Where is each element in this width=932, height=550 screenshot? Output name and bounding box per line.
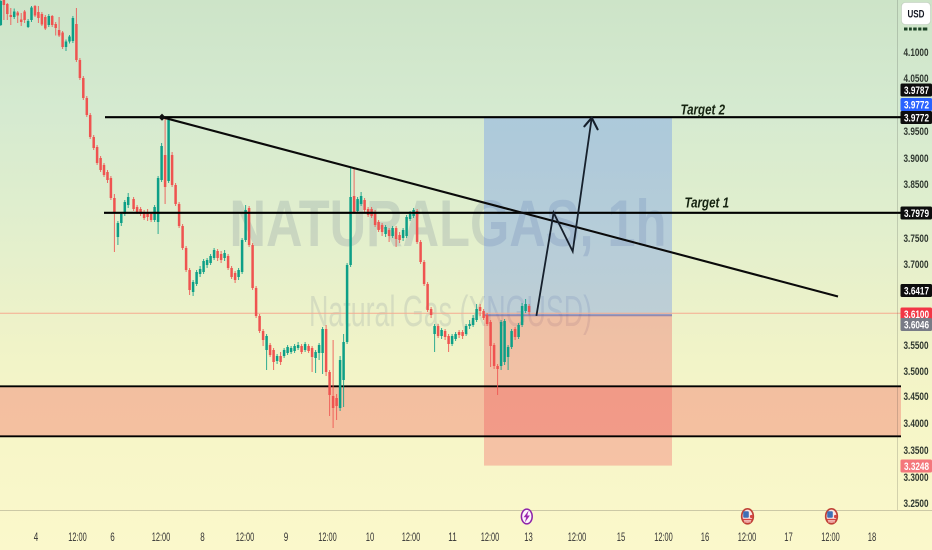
svg-text:NATURALGAS, 1h: NATURALGAS, 1h (230, 186, 667, 260)
svg-text:Target 2: Target 2 (681, 101, 726, 118)
svg-text:9: 9 (284, 530, 289, 544)
svg-text:12:00: 12:00 (481, 530, 500, 544)
svg-text:12:00: 12:00 (68, 530, 87, 544)
svg-text:USD: USD (908, 9, 925, 21)
svg-text:12:00: 12:00 (821, 530, 840, 544)
svg-text:8: 8 (200, 530, 205, 544)
svg-text:Natural Gas (XNGUSD): Natural Gas (XNGUSD) (309, 287, 592, 336)
svg-text:12:00: 12:00 (568, 530, 587, 544)
svg-text:3.9000: 3.9000 (904, 153, 929, 165)
svg-text:4.0500: 4.0500 (904, 73, 929, 85)
svg-text:3.2500: 3.2500 (904, 498, 929, 510)
svg-text:12:00: 12:00 (318, 530, 337, 544)
svg-text:Target 1: Target 1 (685, 194, 730, 211)
svg-text:12:00: 12:00 (738, 530, 757, 544)
svg-text:18: 18 (868, 530, 877, 544)
svg-text:3.7000: 3.7000 (904, 259, 929, 271)
svg-text:4: 4 (34, 530, 39, 544)
svg-text:17: 17 (784, 530, 793, 544)
svg-text:3.3500: 3.3500 (904, 445, 929, 457)
svg-text:3.3000: 3.3000 (904, 472, 929, 484)
svg-text:3.9787: 3.9787 (904, 85, 929, 97)
svg-text:3.3248: 3.3248 (904, 461, 929, 473)
svg-text:3.5000: 3.5000 (904, 366, 929, 378)
svg-text:3.7979: 3.7979 (904, 208, 929, 220)
svg-text:3.5500: 3.5500 (904, 340, 929, 352)
svg-text:4.1000: 4.1000 (904, 47, 929, 59)
svg-text:3.9500: 3.9500 (904, 126, 929, 138)
svg-text:3.6046: 3.6046 (904, 320, 929, 332)
svg-text:3.7500: 3.7500 (904, 233, 929, 245)
svg-text:3.4000: 3.4000 (904, 418, 929, 430)
svg-text:16: 16 (701, 530, 710, 544)
svg-text:12:00: 12:00 (236, 530, 255, 544)
svg-text:10: 10 (366, 530, 375, 544)
svg-text:6: 6 (110, 530, 115, 544)
svg-text:11: 11 (448, 530, 457, 544)
svg-text:3.6417: 3.6417 (904, 286, 929, 298)
svg-text:3.9772: 3.9772 (904, 100, 929, 112)
svg-text:15: 15 (617, 530, 626, 544)
svg-text:13: 13 (524, 530, 533, 544)
svg-text:3.4500: 3.4500 (904, 391, 929, 403)
svg-text:3.8500: 3.8500 (904, 179, 929, 191)
svg-text:3.9772: 3.9772 (904, 113, 929, 125)
svg-text:12:00: 12:00 (152, 530, 171, 544)
svg-text:12:00: 12:00 (654, 530, 673, 544)
svg-text:12:00: 12:00 (402, 530, 421, 544)
